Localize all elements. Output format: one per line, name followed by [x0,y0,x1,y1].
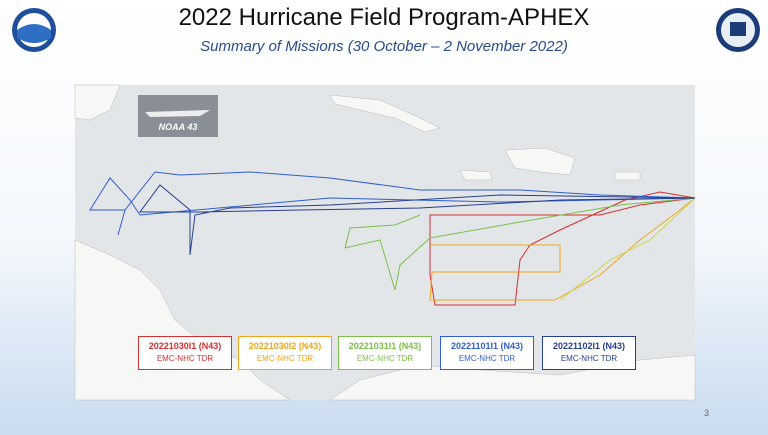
slide-subtitle: Summary of Missions (30 October – 2 Nove… [200,38,568,55]
mission-legend: 20221102I1 (N43) EMC-NHC TDR [542,336,636,370]
mission-id: 20221102I1 (N43) [552,341,626,351]
commerce-seal [716,8,760,52]
mission-legend: 20221030I1 (N43) EMC-NHC TDR [138,336,232,370]
page-number: 3 [704,408,710,418]
slide-title: 2022 Hurricane Field Program-APHEX [178,4,590,31]
mission-type: EMC-NHC TDR [560,354,618,363]
mission-id: 20221030I2 (N43) [248,341,322,351]
mission-id: 20221030I1 (N43) [148,341,222,351]
mission-type: EMC-NHC TDR [156,354,214,363]
mission-legend: 20221101I1 (N43) EMC-NHC TDR [440,336,534,370]
mission-legend: 20221030I2 (N43) EMC-NHC TDR [238,336,332,370]
mission-type: EMC-NHC TDR [458,354,516,363]
mission-type: EMC-NHC TDR [356,354,414,363]
mission-id: 20221031I1 (N43) [348,341,422,351]
mission-type: EMC-NHC TDR [256,354,314,363]
noaa-logo [12,8,56,52]
mission-id: 20221101I1 (N43) [450,341,524,351]
aircraft-label: NOAA 43 [159,122,198,132]
mission-legend: 20221031I1 (N43) EMC-NHC TDR [338,336,432,370]
